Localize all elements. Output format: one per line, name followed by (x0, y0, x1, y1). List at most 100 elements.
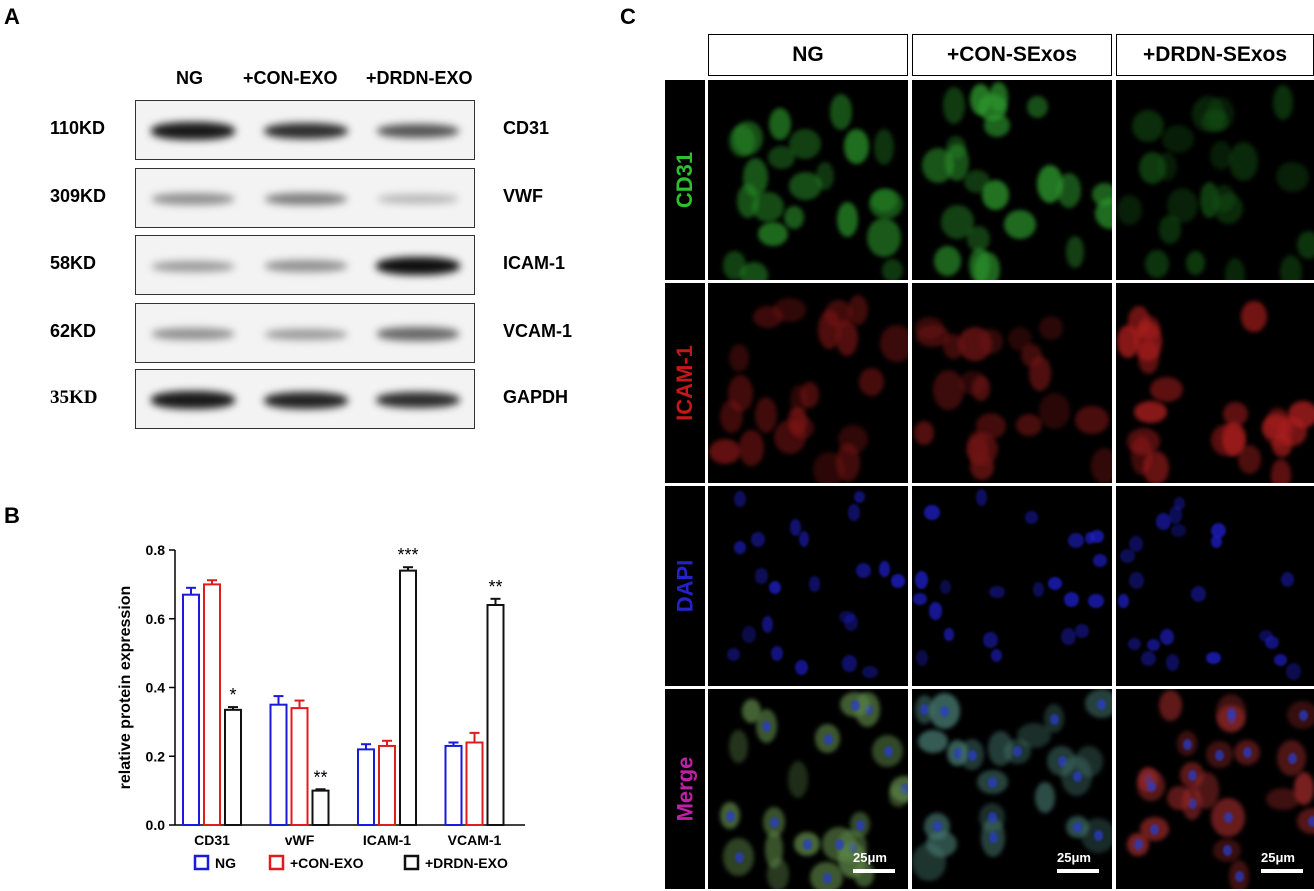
cell (1201, 108, 1229, 132)
cell (789, 518, 802, 537)
cell (966, 226, 991, 253)
column-header-drdn-sexos: +DRDN-SExos (1116, 34, 1314, 76)
cell-nucleus (1298, 709, 1308, 721)
cell (1127, 637, 1142, 651)
cell (841, 655, 857, 672)
cell (1138, 152, 1166, 185)
cell-nucleus (1097, 698, 1107, 710)
cell-nucleus (1072, 771, 1082, 783)
cell (854, 490, 866, 503)
cell (755, 568, 768, 585)
cell (848, 295, 868, 326)
cell (869, 188, 904, 219)
cell (1091, 448, 1112, 483)
wb-band (264, 122, 348, 140)
cell (1004, 210, 1037, 240)
cell (1273, 85, 1294, 121)
wb-band (152, 193, 234, 205)
cell-nucleus (1223, 812, 1233, 824)
cell-nucleus (823, 733, 833, 745)
cell-nucleus (920, 704, 930, 716)
cell (966, 432, 998, 465)
cell (1211, 523, 1227, 539)
cell (867, 218, 901, 257)
cell-nucleus (1187, 770, 1197, 782)
cell (943, 628, 955, 641)
micrograph (708, 486, 908, 686)
cell-nucleus (1150, 823, 1160, 835)
cell (765, 830, 784, 868)
cell (1296, 230, 1314, 259)
row-label: Merge (665, 689, 705, 889)
wb-band (152, 260, 234, 272)
cell (1017, 723, 1051, 749)
bar (203, 583, 221, 826)
cell (726, 647, 740, 661)
bar (465, 741, 484, 826)
cell (1150, 377, 1184, 403)
cell (734, 490, 746, 507)
cell (1265, 787, 1300, 811)
cell (1143, 451, 1170, 483)
wb-mw-label: 62KD (50, 321, 97, 341)
cell (739, 262, 769, 280)
cell (741, 698, 762, 723)
cell (839, 610, 855, 624)
cell (753, 305, 783, 328)
wb-band (152, 328, 234, 340)
cell (1016, 413, 1043, 437)
cell (943, 86, 965, 124)
cell (934, 246, 961, 276)
cell (982, 631, 998, 649)
cell (742, 157, 769, 197)
bar (444, 744, 463, 826)
wb-protein-label: VWF (503, 186, 543, 206)
cell-nucleus (1013, 746, 1023, 758)
cell (1068, 532, 1084, 548)
wb-group-con-exo: +CON-EXO (243, 68, 338, 88)
cell (762, 616, 774, 634)
cell (970, 83, 992, 116)
bar (378, 744, 396, 826)
cell-nucleus (988, 812, 998, 824)
cell (1147, 639, 1161, 652)
cell (1093, 553, 1108, 568)
cell (1061, 627, 1077, 646)
cell-nucleus (822, 872, 832, 884)
cell (942, 333, 964, 359)
cell (774, 419, 807, 454)
cell-nucleus (1222, 845, 1232, 857)
cell (1034, 782, 1055, 813)
cell (945, 143, 970, 181)
scale-bar (853, 869, 895, 873)
micrograph (912, 283, 1112, 483)
column-header-con-sexos: +CON-SExos (912, 34, 1112, 76)
panel-label-a: A (4, 4, 20, 29)
cell (859, 368, 884, 396)
cell (1241, 300, 1267, 333)
legend-swatch (193, 854, 210, 871)
legend-swatch (268, 854, 285, 871)
cell (767, 146, 795, 169)
cell (847, 503, 860, 522)
cell (1158, 690, 1182, 721)
scale-bar (1261, 869, 1303, 873)
x-tick-label: CD31 (194, 832, 230, 848)
y-tick-label: 0.2 (146, 748, 166, 764)
cell (1174, 497, 1185, 511)
cell (912, 843, 946, 881)
cell (751, 531, 766, 547)
cell (1063, 591, 1079, 607)
y-tick-label: 0.8 (146, 542, 166, 558)
cell (1211, 424, 1244, 457)
wb-band (376, 391, 460, 409)
row-label-text: ICAM-1 (672, 345, 697, 421)
wb-band (265, 328, 347, 340)
cell (773, 298, 807, 322)
cell (1228, 141, 1259, 182)
cell (755, 396, 778, 433)
scale-bar-label: 25μm (1261, 850, 1295, 865)
cell (912, 592, 927, 606)
row-label: DAPI (665, 486, 705, 686)
cell (1075, 406, 1109, 434)
